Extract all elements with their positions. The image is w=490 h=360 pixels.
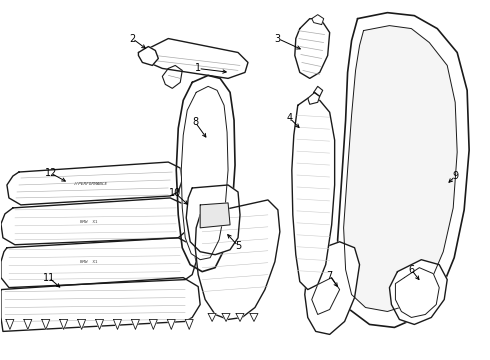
Polygon shape — [149, 319, 157, 329]
Polygon shape — [312, 278, 340, 315]
Text: 8: 8 — [192, 117, 198, 127]
Polygon shape — [77, 319, 86, 329]
Polygon shape — [181, 86, 228, 260]
Polygon shape — [186, 185, 240, 255]
Polygon shape — [6, 319, 14, 329]
Polygon shape — [131, 319, 140, 329]
Text: 1: 1 — [195, 63, 201, 73]
Polygon shape — [195, 200, 280, 319]
Text: 2: 2 — [129, 33, 136, 44]
Polygon shape — [208, 314, 216, 321]
Polygon shape — [390, 260, 447, 324]
Polygon shape — [1, 278, 200, 332]
Text: 9: 9 — [452, 171, 458, 181]
Text: 11: 11 — [43, 273, 55, 283]
Text: 6: 6 — [408, 265, 415, 275]
Text: 12: 12 — [45, 168, 57, 178]
Polygon shape — [146, 39, 248, 78]
Polygon shape — [200, 203, 230, 228]
Text: 7: 7 — [326, 271, 333, 281]
Polygon shape — [185, 319, 193, 329]
Polygon shape — [305, 242, 360, 334]
Polygon shape — [250, 314, 258, 321]
Polygon shape — [292, 98, 335, 289]
Polygon shape — [338, 13, 469, 328]
Polygon shape — [114, 319, 122, 329]
Polygon shape — [42, 319, 50, 329]
Polygon shape — [314, 86, 323, 96]
Polygon shape — [7, 162, 182, 205]
Text: //PERFORMANCE: //PERFORMANCE — [74, 182, 108, 186]
Text: 4: 4 — [287, 113, 293, 123]
Polygon shape — [60, 319, 68, 329]
Text: BMW  X1: BMW X1 — [80, 220, 98, 224]
Text: 3: 3 — [275, 33, 281, 44]
Polygon shape — [295, 19, 330, 78]
Polygon shape — [138, 46, 158, 66]
Polygon shape — [162, 66, 182, 88]
Polygon shape — [343, 26, 457, 311]
Polygon shape — [176, 75, 235, 272]
Polygon shape — [167, 319, 175, 329]
Polygon shape — [96, 319, 103, 329]
Polygon shape — [395, 268, 439, 318]
Polygon shape — [236, 314, 244, 321]
Text: BMW  X1: BMW X1 — [80, 260, 98, 264]
Text: 5: 5 — [235, 241, 241, 251]
Text: 10: 10 — [169, 188, 181, 198]
Polygon shape — [222, 314, 230, 321]
Polygon shape — [1, 198, 188, 245]
Polygon shape — [308, 92, 319, 104]
Polygon shape — [1, 238, 196, 288]
Polygon shape — [312, 15, 324, 24]
Polygon shape — [24, 319, 32, 329]
